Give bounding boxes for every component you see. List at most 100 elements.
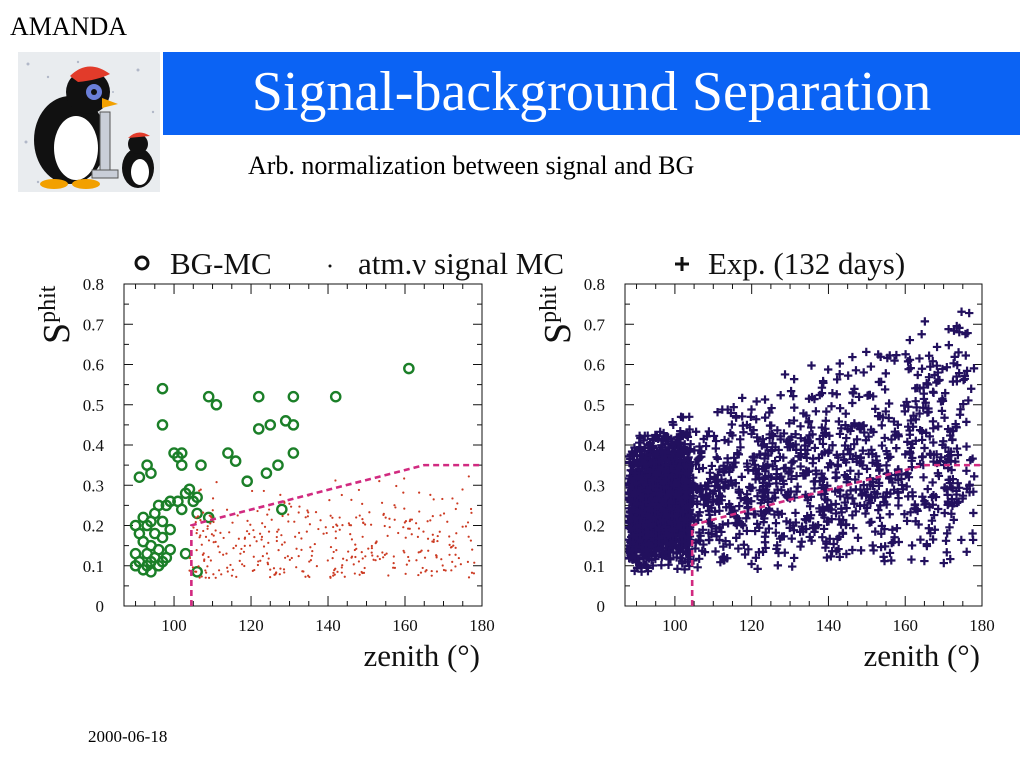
exp-point [920, 443, 929, 453]
signal-mc-point [322, 532, 325, 535]
exp-point [881, 492, 890, 502]
signal-mc-point [436, 539, 439, 543]
signal-mc-point [464, 525, 468, 528]
signal-mc-point [231, 521, 234, 524]
signal-mc-point [272, 567, 276, 570]
signal-mc-point [358, 514, 361, 517]
exp-point [846, 466, 855, 475]
exp-point [771, 518, 781, 528]
signal-mc-point [341, 524, 344, 527]
exp-point [734, 450, 744, 459]
exp-point [630, 468, 640, 478]
signal-mc-point [372, 558, 375, 561]
exp-point [911, 415, 921, 424]
signal-mc-point [333, 569, 336, 572]
exp-point [923, 408, 932, 417]
exp-point [835, 403, 845, 413]
signal-mc-point [417, 551, 420, 554]
exp-point [670, 526, 679, 536]
exp-point [846, 426, 855, 436]
exp-point [639, 436, 648, 445]
exp-point [962, 442, 971, 451]
signal-mc-point [255, 540, 258, 543]
signal-mc-point [257, 560, 260, 563]
exp-point [824, 517, 833, 526]
exp-point [820, 513, 829, 522]
exp-point [627, 498, 636, 507]
exp-point [839, 455, 849, 465]
exp-point [848, 398, 857, 408]
signal-mc-point [295, 566, 298, 569]
exp-point [821, 416, 831, 425]
signal-mc-point [306, 509, 309, 512]
exp-point [812, 470, 821, 479]
signal-mc-point [454, 565, 457, 568]
footer-date: 2000-06-18 [88, 727, 168, 746]
exp-point [944, 475, 953, 485]
exp-point [696, 531, 705, 540]
exp-point [660, 507, 669, 516]
y-tick-label: 0.2 [83, 517, 104, 536]
signal-mc-point [307, 511, 310, 514]
exp-point [701, 441, 711, 451]
signal-mc-point [238, 559, 241, 562]
signal-mc-point [340, 566, 343, 569]
exp-point [765, 506, 774, 515]
bg-mc-point [329, 390, 342, 403]
exp-point [674, 463, 684, 472]
exp-point [794, 452, 804, 461]
signal-mc-point [383, 524, 386, 528]
signal-mc-point [252, 555, 255, 558]
signal-mc-point [211, 509, 214, 512]
exp-point [944, 324, 953, 334]
exp-point [791, 430, 800, 439]
signal-mc-point [469, 507, 473, 511]
signal-mc-point [310, 554, 313, 557]
exp-point [962, 547, 971, 557]
x-tick-label: 180 [969, 616, 995, 635]
signal-mc-point [334, 537, 337, 540]
signal-mc-point [350, 498, 353, 501]
exp-point [768, 439, 777, 448]
signal-mc-point [245, 530, 249, 533]
exp-point [952, 490, 961, 499]
exp-point [894, 501, 903, 510]
signal-mc-point [226, 566, 229, 569]
exp-point [790, 403, 799, 412]
exp-point [835, 515, 844, 524]
signal-mc-point [231, 568, 234, 571]
y-tick-label: 0.1 [83, 557, 104, 576]
signal-mc-point [194, 520, 197, 524]
signal-mc-point [353, 572, 356, 575]
exp-point [877, 529, 886, 539]
exp-point [885, 548, 895, 558]
exp-point [833, 534, 842, 544]
exp-point [964, 308, 974, 318]
exp-point [943, 424, 953, 434]
exp-point [707, 461, 717, 471]
exp-point [753, 564, 762, 574]
exp-point [752, 397, 761, 406]
exp-point [925, 502, 934, 512]
exp-point [893, 420, 903, 429]
exp-point [917, 364, 927, 373]
signal-mc-point [392, 562, 395, 565]
exp-point [762, 443, 772, 452]
exp-point [910, 503, 919, 513]
exp-point [924, 524, 934, 533]
signal-mc-point [404, 519, 408, 523]
x-tick-label: 140 [315, 616, 341, 635]
exp-point [765, 408, 774, 417]
exp-point [682, 488, 691, 497]
exp-point [760, 413, 770, 422]
signal-mc-point [451, 560, 454, 563]
exp-point [683, 557, 693, 566]
signal-mc-point [212, 520, 215, 524]
signal-mc-point [407, 555, 410, 559]
signal-mc-point [392, 566, 395, 569]
signal-mc-point [266, 513, 269, 516]
exp-point [649, 458, 658, 468]
signal-mc-point [207, 539, 211, 542]
exp-point [820, 448, 829, 457]
exp-point [884, 453, 893, 463]
